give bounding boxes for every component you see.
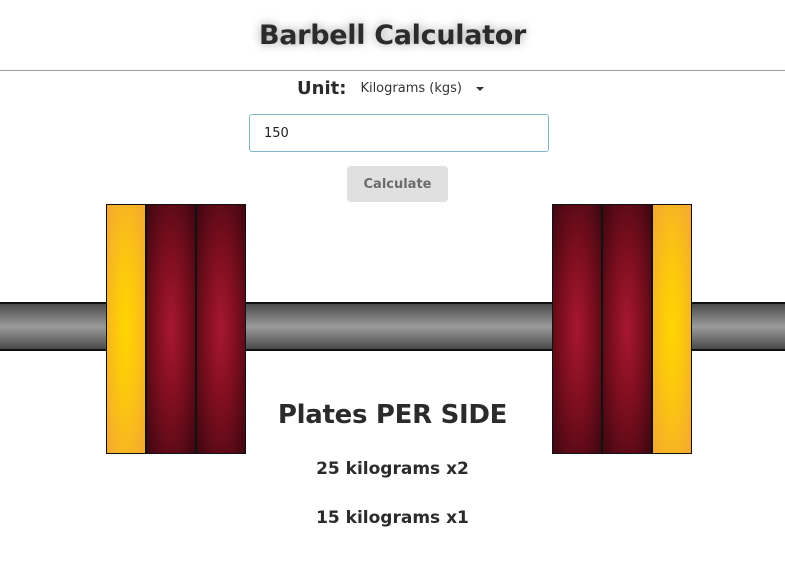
unit-row: Unit: Kilograms (kgs): [0, 77, 785, 100]
results-heading: Plates PER SIDE: [277, 400, 508, 430]
result-line: 25 kilograms x2: [316, 459, 469, 479]
caret-down-icon: [475, 86, 484, 91]
unit-select[interactable]: Kilograms (kgs): [356, 77, 488, 100]
plate-15kg-right: [652, 204, 692, 454]
plate-25kg-right-inner: [602, 204, 652, 454]
plate-25kg-left-outer: [196, 204, 246, 454]
header-divider: [0, 70, 785, 71]
weight-input[interactable]: [249, 114, 549, 152]
plate-15kg-left: [106, 204, 146, 454]
page-title: Barbell Calculator: [258, 20, 527, 51]
unit-select-value: Kilograms (kgs): [360, 81, 462, 96]
plate-25kg-right-outer: [552, 204, 602, 454]
result-line: 15 kilograms x1: [316, 508, 469, 528]
calculate-button[interactable]: Calculate: [347, 166, 448, 202]
plate-25kg-left-inner: [146, 204, 196, 454]
unit-label: Unit:: [297, 78, 347, 99]
